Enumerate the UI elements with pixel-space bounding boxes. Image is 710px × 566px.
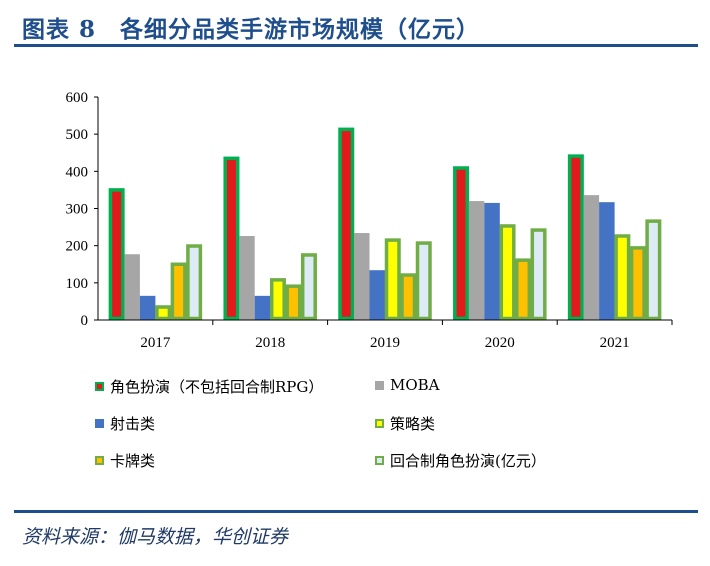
figure-title: 图表 8 各细分品类手游市场规模（亿元） bbox=[22, 16, 481, 43]
legend-swatch bbox=[375, 456, 384, 465]
x-tick-label: 2020 bbox=[485, 335, 515, 351]
legend-item: 角色扮演（不包括回合制RPG） bbox=[95, 376, 323, 397]
bar-4-2017 bbox=[170, 262, 187, 321]
legend-swatch bbox=[375, 419, 384, 428]
bar-2-2021 bbox=[599, 202, 615, 320]
y-tick-label: 600 bbox=[66, 90, 89, 106]
bar-2-2017 bbox=[139, 295, 156, 320]
bar-0-2017 bbox=[108, 188, 125, 321]
bar-5-2017 bbox=[186, 244, 203, 321]
legend-item: 回合制角色扮演(亿元） bbox=[375, 450, 546, 471]
bar-5-2021 bbox=[645, 219, 662, 321]
x-tick-label: 2021 bbox=[600, 335, 630, 351]
bar-0-2020 bbox=[453, 166, 470, 321]
legend-swatch bbox=[95, 419, 104, 428]
bar-1-2021 bbox=[583, 195, 600, 320]
bar-1-2017 bbox=[124, 254, 140, 320]
bar-3-2021 bbox=[614, 234, 631, 321]
bar-5-2019 bbox=[415, 241, 432, 321]
bottom-rule bbox=[14, 510, 698, 513]
y-tick-label: 100 bbox=[66, 276, 89, 292]
legend-label: 卡牌类 bbox=[110, 452, 156, 470]
legend-swatch bbox=[95, 456, 104, 465]
y-tick-label: 200 bbox=[66, 239, 89, 255]
x-tick-label: 2018 bbox=[255, 335, 285, 351]
top-rule bbox=[14, 44, 698, 47]
legend-label: MOBA bbox=[390, 376, 440, 394]
bar-3-2020 bbox=[499, 224, 516, 321]
bar-3-2017 bbox=[155, 305, 172, 321]
x-tick-label: 2019 bbox=[370, 335, 400, 351]
bar-1-2018 bbox=[239, 236, 255, 320]
bar-2-2020 bbox=[484, 202, 500, 320]
y-tick-label: 400 bbox=[66, 164, 89, 180]
legend-label: 角色扮演（不包括回合制RPG） bbox=[110, 378, 324, 396]
bar-4-2018 bbox=[285, 284, 302, 321]
legend-label: 策略类 bbox=[390, 415, 436, 433]
y-tick-label: 500 bbox=[66, 127, 89, 143]
legend-label: 射击类 bbox=[110, 415, 156, 433]
source-note: 资料来源：伽马数据，华创证券 bbox=[22, 526, 289, 548]
bar-0-2021 bbox=[567, 154, 584, 321]
bar-1-2019 bbox=[354, 233, 370, 320]
bar-2-2018 bbox=[254, 295, 271, 320]
legend-item: MOBA bbox=[375, 376, 440, 394]
bar-4-2020 bbox=[515, 258, 532, 321]
legend-swatch bbox=[95, 382, 104, 391]
bar-chart: 0 100 200 300 400 500 600 2017 2018 2019 2020 2021 bbox=[66, 90, 673, 351]
bar-0-2018 bbox=[223, 156, 240, 321]
legend-item: 卡牌类 bbox=[95, 450, 155, 471]
y-tick-label: 300 bbox=[66, 202, 89, 218]
bar-4-2021 bbox=[629, 246, 646, 321]
bar-2-2019 bbox=[369, 270, 385, 320]
bar-4-2019 bbox=[400, 273, 417, 321]
bar-5-2020 bbox=[530, 228, 547, 321]
bar-3-2019 bbox=[384, 238, 401, 321]
bar-3-2018 bbox=[269, 278, 286, 321]
bar-5-2018 bbox=[300, 253, 317, 321]
bar-0-2019 bbox=[338, 127, 355, 321]
legend-item: 射击类 bbox=[95, 413, 155, 434]
bar-1-2020 bbox=[468, 201, 485, 320]
legend-label: 回合制角色扮演(亿元） bbox=[390, 452, 546, 470]
legend-swatch bbox=[375, 380, 384, 390]
x-tick-label: 2017 bbox=[140, 335, 171, 351]
legend-item: 策略类 bbox=[375, 413, 435, 434]
y-tick-label: 0 bbox=[81, 313, 89, 329]
